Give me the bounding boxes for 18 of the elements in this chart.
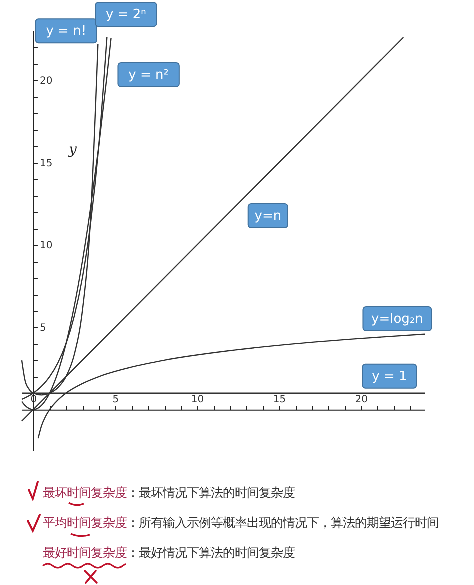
y-tick-label: 5 <box>40 322 46 334</box>
annotation: y=log₂n <box>371 312 424 328</box>
text: 最坏时间复杂度：最坏情况下算法的时间复杂度 <box>43 485 296 502</box>
x-tick-label: 15 <box>273 394 286 406</box>
annotation: y = n! <box>46 24 87 40</box>
annotation: y = 2ⁿ <box>106 8 146 23</box>
annotation: y=n <box>254 209 282 224</box>
x-tick-label: 10 <box>191 394 204 406</box>
x-tick-label: 5 <box>112 394 120 406</box>
y-tick-label: 15 <box>40 158 53 170</box>
y-tick-label: 10 <box>40 240 53 252</box>
text: 最好时间复杂度：最好情况下算法的时间复杂度 <box>43 545 296 562</box>
annotation: y = 1 <box>372 369 408 384</box>
annotation: y = n² <box>128 68 169 83</box>
text: 平均时间复杂度：所有输入示例等概率出现的情况下，算法的期望运行时间 <box>43 515 439 532</box>
y-axis-title: y <box>68 142 78 158</box>
y-tick-label: 20 <box>40 76 53 87</box>
x-tick-label: 20 <box>355 394 368 406</box>
